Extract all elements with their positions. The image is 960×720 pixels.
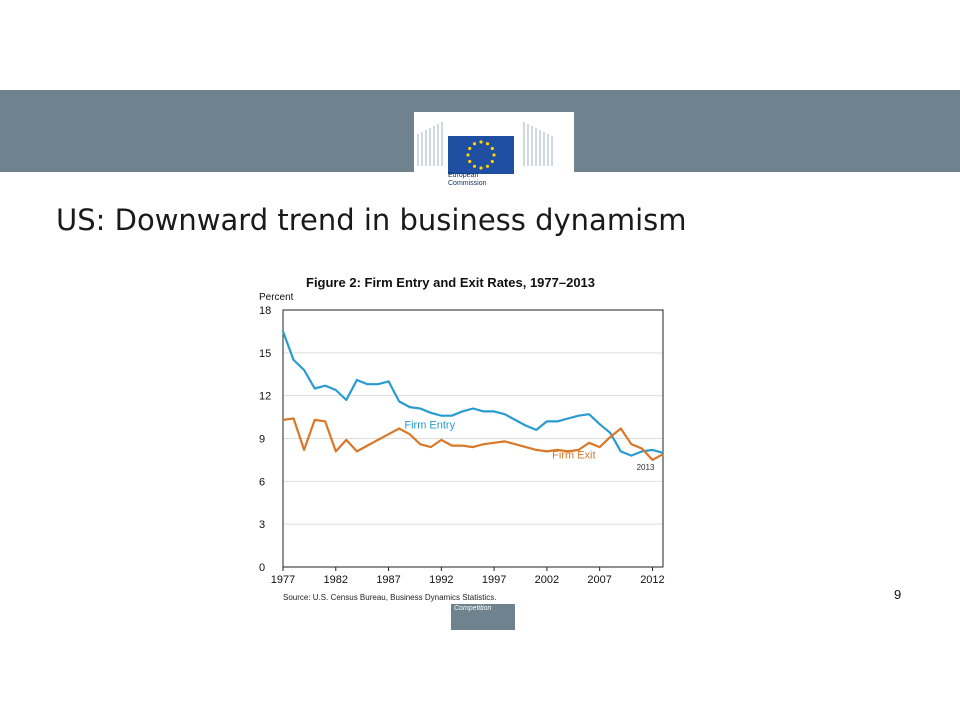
footer-label: Competition <box>454 605 492 612</box>
x-tick-label: 2002 <box>535 574 559 586</box>
y-tick-label: 18 <box>259 305 271 317</box>
logo-graphic-icon <box>414 112 574 196</box>
y-tick-label: 15 <box>259 348 271 360</box>
firm-exit-label: Firm Exit <box>552 449 595 461</box>
x-tick-label: 2012 <box>640 574 664 586</box>
y-tick-label: 12 <box>259 391 271 403</box>
plot-frame <box>282 309 664 568</box>
firm-exit-line <box>282 417 664 461</box>
x-tick-label: 1992 <box>429 574 453 586</box>
end-year-label: 2013 <box>637 463 655 472</box>
footer-box: Competition <box>451 604 515 630</box>
chart-title: Figure 2: Firm Entry and Exit Rates, 197… <box>306 275 596 290</box>
page-number: 9 <box>894 587 902 602</box>
x-tick-label: 1997 <box>482 574 506 586</box>
x-tick-label: 1987 <box>376 574 400 586</box>
logo-text: European Commission <box>448 172 487 187</box>
x-tick-label: 1977 <box>271 574 295 586</box>
slide-title: US: Downward trend in business dynamism <box>56 203 687 237</box>
y-tick-label: 0 <box>259 562 265 574</box>
y-tick-label: 6 <box>259 476 265 488</box>
y-tick-label: 9 <box>259 434 265 446</box>
european-commission-logo: European Commission <box>414 112 574 196</box>
y-tick-label: 3 <box>259 519 265 531</box>
chart-source: Source: U.S. Census Bureau, Business Dyn… <box>283 593 497 602</box>
x-tick-label: 1982 <box>324 574 348 586</box>
y-axis-label: Percent <box>259 292 294 303</box>
firm-entry-line <box>281 331 664 457</box>
x-tick-label: 2007 <box>587 574 611 586</box>
firm-entry-label: Firm Entry <box>404 420 455 432</box>
